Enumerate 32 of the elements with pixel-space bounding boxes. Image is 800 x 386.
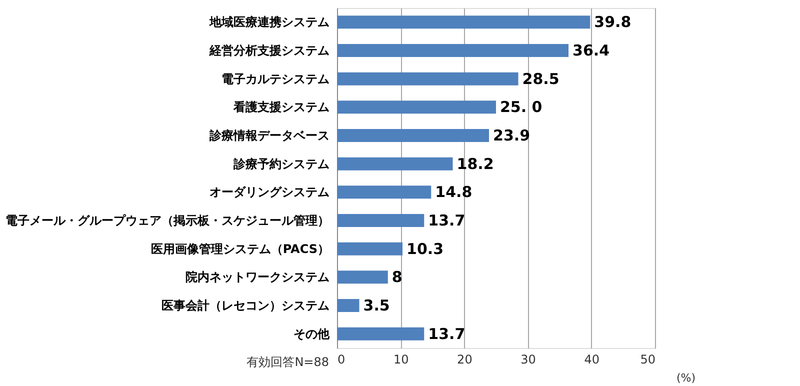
- data-label: 36.4: [572, 42, 610, 60]
- x-tick-label: 40: [584, 352, 600, 366]
- data-label: 10.3: [406, 240, 444, 258]
- x-tick-label: 10: [393, 352, 409, 366]
- data-label: 28.5: [522, 70, 560, 88]
- x-axis-title: (%): [676, 372, 696, 384]
- y-tick-label: オーダリングシステム: [210, 185, 330, 200]
- x-tick-label: 30: [520, 352, 536, 366]
- data-label: 23.9: [493, 126, 530, 144]
- y-tick-label: 電子カルテシステム: [222, 72, 330, 86]
- y-tick-label: その他: [294, 326, 330, 341]
- y-tick-label: 電子メール・グループウェア（掲示板・スケジュール管理）: [6, 214, 330, 228]
- y-tick-label: 診療予約システム: [232, 156, 330, 171]
- data-label: 3.5: [363, 296, 390, 314]
- data-label: 39.8: [594, 13, 632, 32]
- data-label: 13.7: [428, 324, 466, 343]
- data-label: 8: [392, 268, 402, 286]
- y-tick-label: 医事会計（レセコン）システム: [162, 298, 330, 312]
- y-tick-label: 診療情報データベース: [208, 128, 330, 142]
- y-tick-label: 院内ネットワークシステム: [186, 270, 330, 284]
- y-tick-label: 看護支援システム: [232, 100, 330, 114]
- y-tick-label: 医用画像管理システム（PACS）: [150, 242, 330, 256]
- data-label: 13.7: [428, 212, 466, 230]
- y-tick-label: 経営分析支援システム: [208, 44, 330, 58]
- text: 有効回答N=88: [246, 355, 329, 369]
- x-tick-label: 0: [338, 352, 346, 366]
- data-label: 18.2: [456, 154, 494, 173]
- x-tick-label: 20: [457, 352, 472, 366]
- data-label: 14.8: [435, 183, 472, 202]
- x-tick-label: 50: [640, 352, 656, 366]
- y-tick-label: 地域医療連携システム: [208, 15, 330, 30]
- data-label: 25. 0: [500, 98, 542, 116]
